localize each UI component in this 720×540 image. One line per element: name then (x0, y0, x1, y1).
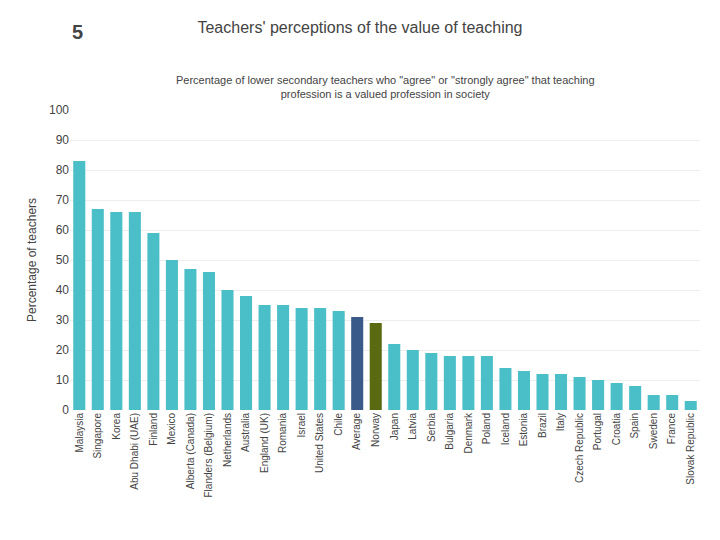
svg-text:Netherlands: Netherlands (222, 413, 233, 467)
svg-text:Teachers' perceptions of the v: Teachers' perceptions of the value of te… (197, 19, 522, 36)
svg-text:United States: United States (314, 413, 325, 473)
svg-text:Mexico: Mexico (166, 413, 177, 445)
svg-text:Malaysia: Malaysia (74, 413, 85, 453)
svg-text:80: 80 (56, 163, 70, 177)
svg-text:Japan: Japan (389, 413, 400, 440)
svg-text:20: 20 (56, 343, 70, 357)
svg-text:Flanders (Belgium): Flanders (Belgium) (203, 413, 214, 497)
svg-text:Iceland: Iceland (500, 413, 511, 445)
svg-text:90: 90 (56, 133, 70, 147)
svg-text:5: 5 (72, 21, 83, 43)
svg-text:Romania: Romania (277, 413, 288, 453)
svg-text:Italy: Italy (555, 413, 566, 431)
svg-text:Croatia: Croatia (611, 413, 622, 446)
svg-text:Bulgaria: Bulgaria (444, 413, 455, 450)
svg-text:Percentage of lower secondary: Percentage of lower secondary teachers w… (176, 74, 595, 100)
svg-text:Abu Dhabi (UAE): Abu Dhabi (UAE) (129, 413, 140, 490)
svg-text:Sweden: Sweden (648, 413, 659, 449)
svg-text:100: 100 (49, 103, 69, 117)
svg-text:England (UK): England (UK) (259, 413, 270, 473)
svg-text:France: France (666, 413, 677, 445)
svg-text:50: 50 (56, 253, 70, 267)
svg-text:Norway: Norway (370, 413, 381, 447)
svg-text:60: 60 (56, 223, 70, 237)
svg-text:Spain: Spain (629, 413, 640, 439)
svg-text:Latvia: Latvia (407, 413, 418, 440)
svg-text:Serbia: Serbia (426, 413, 437, 442)
svg-text:Brazil: Brazil (537, 413, 548, 438)
svg-text:Alberta (Canada): Alberta (Canada) (185, 413, 196, 489)
svg-text:Slovak Republic: Slovak Republic (685, 413, 696, 485)
svg-text:Israel: Israel (296, 413, 307, 437)
svg-text:30: 30 (56, 313, 70, 327)
svg-text:Percentage of teachers: Percentage of teachers (25, 198, 39, 322)
svg-text:Denmark: Denmark (463, 412, 474, 454)
svg-text:Finland: Finland (148, 413, 159, 446)
svg-text:70: 70 (56, 193, 70, 207)
svg-text:Singapore: Singapore (92, 413, 103, 459)
svg-text:Australia: Australia (240, 413, 251, 452)
svg-text:Average: Average (351, 413, 362, 451)
svg-text:Korea: Korea (111, 413, 122, 440)
svg-text:Portugal: Portugal (592, 413, 603, 450)
svg-text:Czech Republic: Czech Republic (574, 413, 585, 483)
svg-text:10: 10 (56, 373, 70, 387)
svg-text:0: 0 (62, 403, 69, 417)
svg-text:Poland: Poland (481, 413, 492, 444)
svg-text:40: 40 (56, 283, 70, 297)
svg-text:Estonia: Estonia (518, 413, 529, 447)
svg-text:Chile: Chile (333, 413, 344, 436)
